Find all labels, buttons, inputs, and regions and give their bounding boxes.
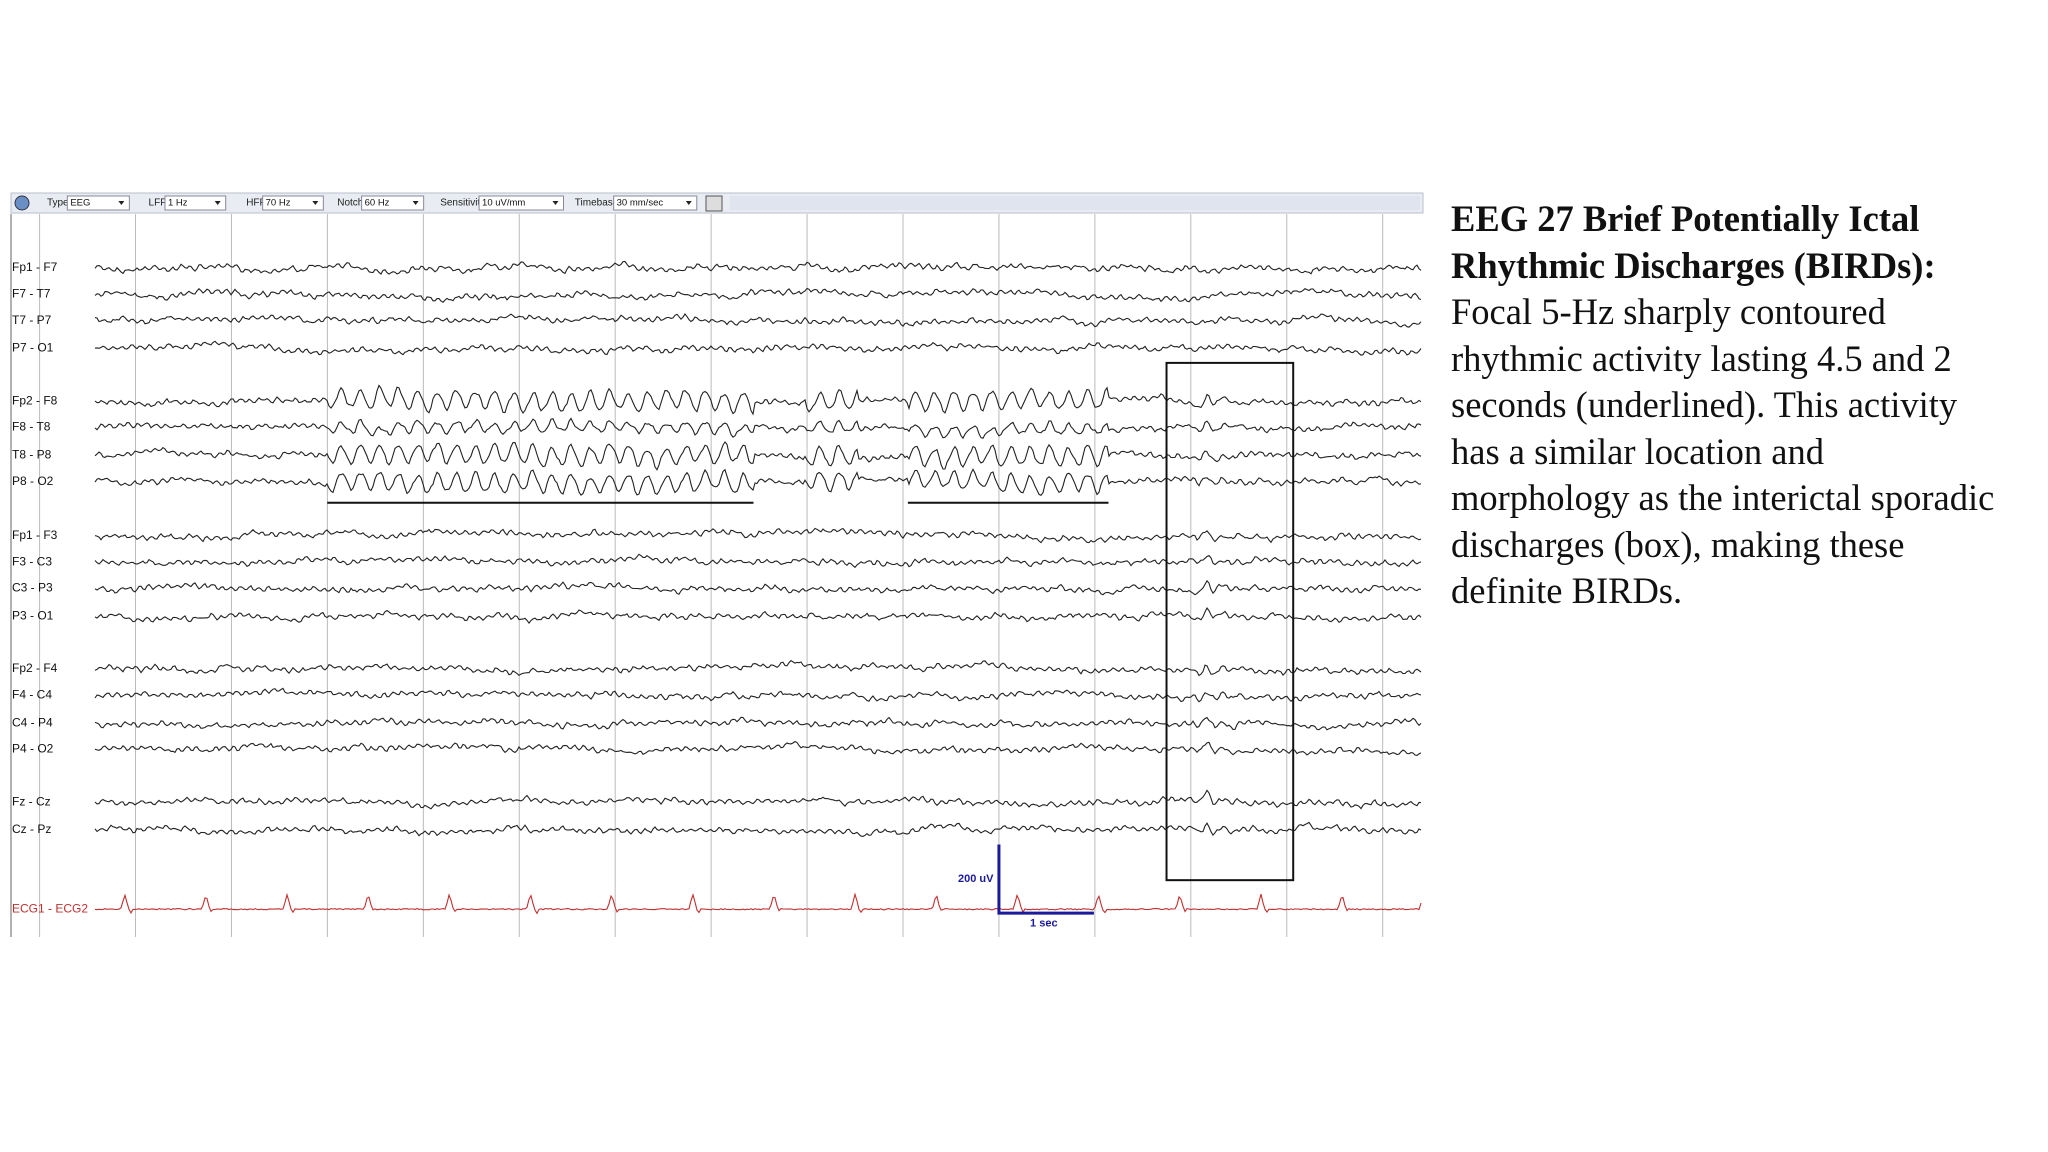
eeg-trace (94, 340, 1422, 356)
dropdown[interactable] (66, 195, 130, 211)
dropdown[interactable] (361, 195, 425, 211)
dropdown-value: 60 Hz (365, 198, 390, 209)
caption-title: EEG 27 Brief Potentially Ictal (1451, 198, 1920, 239)
channel-label: F7 - T7 (12, 286, 51, 300)
caption-text: discharges (box), making these (1451, 523, 1905, 565)
refresh-button[interactable] (705, 195, 723, 212)
eeg-trace (94, 313, 1422, 328)
eeg-trace (94, 260, 1422, 275)
eeg-trace (94, 468, 1422, 496)
dropdown-arrow (552, 201, 559, 205)
eeg-trace (94, 384, 1422, 416)
eeg-trace (94, 892, 1422, 915)
channel-label: Cz - Pz (12, 822, 51, 836)
eeg-trace (94, 553, 1422, 569)
toolbar-label: LFF (149, 198, 167, 209)
dropdown-value: 10 uV/mm (482, 198, 525, 209)
eeg-trace (94, 716, 1422, 731)
channel-label: P8 - O2 (12, 474, 54, 488)
dropdown[interactable] (478, 195, 565, 211)
eeg-trace (94, 606, 1422, 625)
channel-label: Fz - Cz (12, 794, 51, 808)
toolbar-label: Sensitivity (440, 198, 485, 209)
eeg-trace (94, 789, 1422, 810)
dropdown-arrow (412, 201, 419, 205)
app-icon (14, 195, 30, 211)
channel-label: T7 - P7 (12, 313, 52, 327)
toolbar-label: Timebase (575, 198, 619, 209)
caption-text: morphology as the interictal sporadic (1451, 477, 1995, 518)
scale-bar (997, 844, 1094, 915)
dropdown-value: EEG (70, 198, 90, 209)
box-annotation (1165, 361, 1295, 882)
eeg-trace (94, 287, 1422, 304)
eeg-trace (94, 821, 1422, 837)
dropdown-arrow (118, 201, 125, 205)
channel-label: P4 - O2 (12, 742, 54, 756)
toolbar-label: Type (47, 198, 69, 209)
toolbar-label: Notch (337, 198, 363, 209)
eeg-viewer: Type EEG LFF 1 Hz HFF 70 Hz Notch 60 Hz Sensitiv… (10, 192, 1424, 937)
channel-label: C4 - P4 (12, 715, 53, 729)
channel-label: ECG1 - ECG2 (12, 901, 88, 915)
channel-label: Fp2 - F8 (12, 393, 58, 407)
eeg-trace (94, 740, 1422, 756)
channel-label: Fp1 - F3 (12, 528, 58, 542)
dropdown-value: 70 Hz (266, 198, 291, 209)
channel-label: F8 - T8 (12, 420, 51, 434)
scale-time: 1 sec (1030, 918, 1058, 930)
channel-label: C3 - P3 (12, 581, 53, 595)
eeg-trace (94, 417, 1422, 440)
eeg-trace (94, 441, 1422, 471)
caption-text: rhythmic activity lasting 4.5 and 2 (1451, 337, 1952, 379)
caption-text: definite BIRDs. (1451, 570, 1683, 611)
eeg-trace (94, 579, 1422, 596)
dropdown-value: 30 mm/sec (617, 198, 664, 209)
caption-title: Rhythmic Discharges (BIRDs): (1451, 244, 1936, 286)
eeg-trace (94, 659, 1422, 677)
dropdown[interactable] (613, 195, 698, 211)
eeg-trace (94, 527, 1422, 544)
eeg-trace (94, 687, 1422, 703)
caption: EEG 27 Brief Potentially Ictal Rhythmic D… (1451, 196, 1994, 615)
caption-text: seconds (underlined). This activity (1451, 384, 1958, 425)
channel-label: P7 - O1 (12, 341, 54, 355)
toolbar-spacer (730, 196, 1420, 210)
channel-label: F4 - C4 (12, 688, 52, 702)
toolbar-label: HFF (246, 198, 265, 209)
dropdown-value: 1 Hz (168, 198, 188, 209)
channel-label: F3 - C3 (12, 554, 52, 568)
dropdown[interactable] (262, 195, 324, 211)
dropdown-arrow (214, 201, 221, 205)
caption-text: Focal 5-Hz sharply contoured (1451, 291, 1886, 332)
dropdown-arrow (312, 201, 319, 205)
channel-label: Fp2 - F4 (12, 661, 58, 675)
dropdown-arrow (685, 201, 692, 205)
scale-amplitude: 200 uV (958, 873, 994, 885)
caption-text: has a similar location and (1451, 430, 1825, 472)
channel-label: P3 - O1 (12, 608, 54, 622)
channel-label: Fp1 - F7 (12, 260, 58, 274)
channel-label: T8 - P8 (12, 447, 52, 461)
trace-panel (11, 214, 1423, 937)
dropdown[interactable] (164, 195, 227, 211)
